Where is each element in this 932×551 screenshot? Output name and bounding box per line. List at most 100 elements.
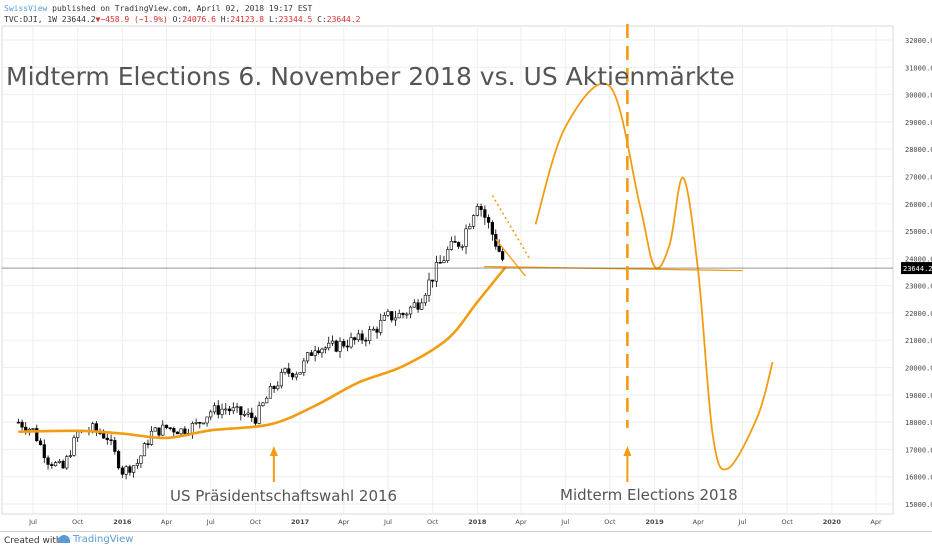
change-value: −458.9 (−1.9%): [100, 15, 168, 24]
y-tick-label: 28000.0: [905, 146, 932, 154]
plot-area: [1, 25, 894, 515]
footer: Created with TradingView: [0, 531, 932, 551]
annotation-midterm-2018: Midterm Elections 2018: [560, 486, 738, 504]
publish-line: SwissView published on TradingView.com, …: [4, 3, 360, 14]
candle-body: [446, 249, 450, 261]
candle-body: [268, 386, 273, 399]
y-tick-label: 27000.0: [905, 173, 932, 181]
candle-body: [353, 337, 357, 341]
candle-body: [142, 443, 147, 457]
x-tick-label: Oct: [72, 518, 84, 526]
candle-body: [212, 405, 217, 413]
x-tick-label: Jul: [738, 518, 747, 526]
candles: [16, 203, 505, 480]
candle-body: [16, 421, 21, 424]
arrow-midterm-2018-icon: [623, 446, 632, 456]
x-tick-label: Oct: [782, 518, 794, 526]
candle-body: [490, 222, 494, 235]
series-layer: [2, 24, 893, 482]
candle-body: [46, 457, 50, 465]
created-with-text: Created with: [4, 536, 62, 546]
y-tick-label: 29000.0: [905, 119, 932, 127]
y-tick-label: 21000.0: [905, 337, 932, 345]
candle-body: [457, 242, 461, 247]
high-label: H:: [215, 15, 231, 24]
close-label: C:: [312, 15, 327, 24]
candle-body: [220, 408, 224, 415]
candle-body: [76, 431, 80, 438]
candle-body: [434, 262, 439, 282]
wedge-lower-line: [495, 238, 526, 277]
x-tick-label: Oct: [427, 518, 439, 526]
candle-body: [420, 302, 424, 310]
candle-body: [364, 339, 368, 342]
candle-body: [405, 313, 409, 316]
y-tick-label: 22000.0: [905, 310, 932, 318]
candle-body: [105, 437, 109, 441]
x-tick-label: Jul: [560, 518, 569, 526]
candle-body: [253, 417, 258, 424]
grid: [1, 25, 894, 515]
support-line: [484, 265, 743, 272]
candle-body: [464, 228, 468, 247]
candle-body: [497, 245, 501, 252]
candle-body: [323, 347, 327, 350]
candle-body: [235, 406, 239, 409]
candle-body: [401, 313, 405, 316]
candle-body: [483, 209, 487, 218]
x-tick-label: Jul: [383, 518, 392, 526]
candle-body: [242, 413, 247, 416]
last-price-label: 23644.2: [903, 265, 932, 273]
candle-body: [135, 463, 140, 467]
candle-body: [146, 443, 150, 445]
candle-body: [460, 246, 464, 248]
candle-body: [53, 462, 58, 467]
y-tick-label: 20000.0: [905, 365, 932, 373]
candle-body: [302, 360, 306, 373]
x-tick-label: Apr: [870, 518, 882, 526]
author-link[interactable]: SwissView: [4, 4, 48, 13]
tradingview-label: TradingView: [73, 534, 134, 545]
candle-body: [57, 460, 61, 463]
candle-body: [124, 466, 128, 475]
candle-body: [438, 262, 442, 264]
candle-body: [290, 373, 295, 378]
candle-body: [190, 423, 194, 434]
candle-body: [102, 433, 106, 439]
candle-body: [224, 408, 228, 411]
candle-body: [349, 337, 353, 348]
candle-body: [61, 460, 65, 469]
candle-body: [265, 397, 269, 404]
candle-body: [172, 428, 176, 433]
candle-body: [179, 428, 183, 435]
price-chart[interactable]: 32000.0 31000.0 30000.0 29000.0 28000.0 27000…: [0, 0, 932, 531]
x-tick-label: Apr: [161, 518, 173, 526]
tradingview-logo[interactable]: TradingView: [58, 534, 133, 545]
close-value: 23644.2: [326, 15, 361, 24]
candle-body: [334, 340, 338, 352]
moving-average-line: [18, 265, 507, 440]
tradingview-icon: [58, 535, 70, 543]
candle-body: [360, 333, 364, 341]
candle-body: [468, 225, 472, 230]
candle-body: [320, 348, 324, 354]
last-price-badge: [901, 262, 932, 275]
candle-body: [309, 352, 313, 356]
candle-body: [408, 306, 413, 315]
candle-body: [161, 424, 165, 436]
time-axis[interactable]: Jul Oct 2016 Apr Jul Oct 2017 Apr Jul Oct 2018 Apr J…: [28, 518, 882, 526]
price-axis[interactable]: 32000.0 31000.0 30000.0 29000.0 28000.0 27000…: [901, 37, 932, 509]
candle-body: [231, 407, 235, 412]
candle-body: [128, 466, 132, 473]
candle-body: [330, 340, 335, 344]
candle-body: [479, 206, 483, 210]
candle-body: [205, 416, 209, 424]
candle-body: [72, 437, 76, 456]
open-value: 24076.6: [182, 15, 216, 24]
candle-body: [38, 440, 43, 445]
x-tick-label: Apr: [515, 518, 527, 526]
y-tick-label: 30000.0: [905, 92, 932, 100]
candle-body: [250, 412, 254, 418]
candle-body: [239, 406, 243, 415]
candle-body: [423, 294, 427, 304]
